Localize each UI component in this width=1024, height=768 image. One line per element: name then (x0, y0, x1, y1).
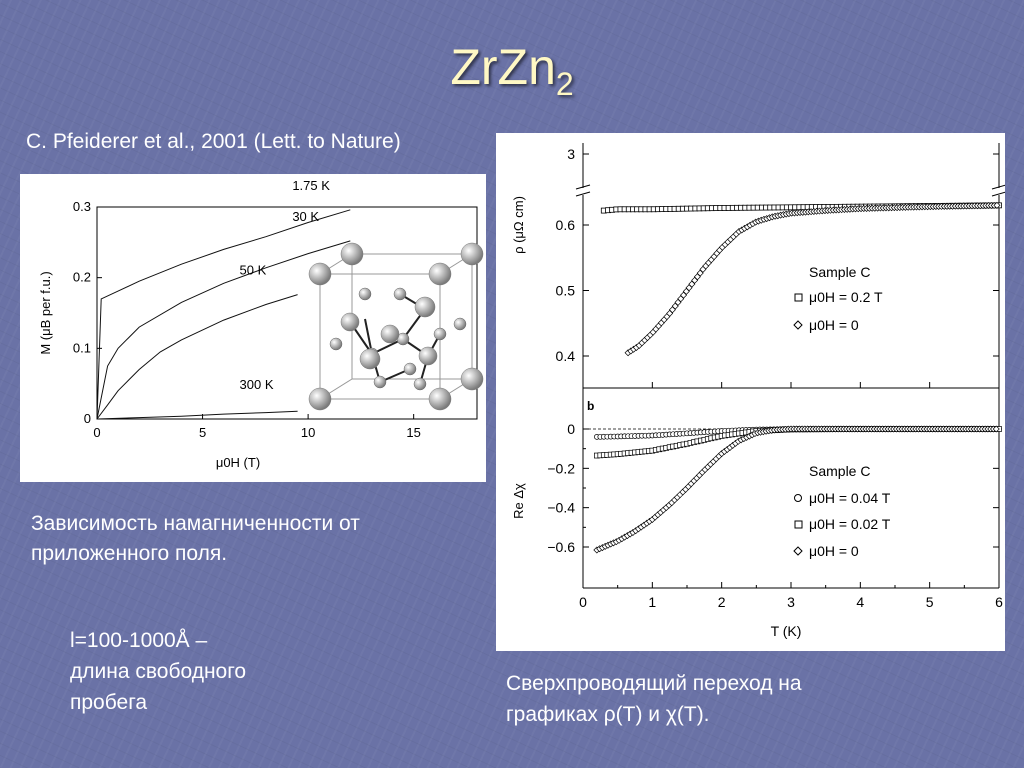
rho-y-tick-label: 0.6 (556, 217, 576, 233)
x-tick-label: 0 (93, 425, 100, 440)
zr-atom (428, 387, 452, 411)
zn-atom (393, 287, 407, 301)
m-xlabel: μ0H (T) (216, 455, 260, 470)
caption-left-line2: приложенного поля. (31, 542, 228, 565)
m-ylabel: M (μB per f.u.) (38, 271, 53, 354)
transition-points (593, 201, 1002, 554)
rho-legend-title: Sample C (809, 264, 870, 280)
magnetization-curve-labels: 1.75 K 30 K 50 K 300 K (240, 178, 331, 392)
square-marker-icon (794, 520, 803, 529)
rho-point-0T (993, 201, 1001, 209)
chi-legend-entry: μ0H = 0.04 T (809, 490, 891, 506)
y-tick-label: 0 (84, 411, 91, 426)
slide-title: ZrZn2 (0, 38, 1024, 103)
transition-chart: 0.4 0.5 0.6 3 0 −0.2 −0.4 −0.6 0 1 2 3 4 5 6 Sample C μ… (511, 143, 1007, 639)
transition-figure: 0.4 0.5 0.6 3 0 −0.2 −0.4 −0.6 0 1 2 3 4 5 6 Sample C μ… (496, 133, 1007, 651)
panel-b-letter: b (587, 399, 594, 413)
chi-ylabel: Re Δχ (511, 483, 526, 519)
chi-x-tick-label: 0 (579, 594, 587, 610)
zn-atom (413, 377, 427, 391)
chi-x-tick-label: 2 (718, 594, 726, 610)
mfp-line1: l=100-1000Å – (70, 629, 208, 652)
chi-legend-entry: μ0H = 0.02 T (809, 516, 891, 532)
zr-atom (428, 262, 452, 286)
magnetization-curve-3 (96, 410, 298, 420)
zr-atom (380, 324, 400, 344)
x-tick-label: 15 (406, 425, 420, 440)
plot-frame (96, 206, 478, 420)
magnetization-curve-1 (96, 240, 351, 420)
magnetization-curves (96, 209, 351, 420)
caption-right-line1: Сверхпроводящий переход на (506, 672, 802, 695)
diamond-marker-icon (793, 320, 803, 330)
zr-atom (308, 387, 332, 411)
mfp-line3: пробега (70, 691, 148, 714)
zr-atom (308, 262, 332, 286)
zn-atom (329, 337, 343, 351)
caption-left-line1: Зависимость намагниченности от (31, 512, 360, 535)
zr-atom (414, 296, 436, 318)
axis-break (575, 191, 591, 197)
magnetization-ticks: 0 5 10 15 0 0.1 0.2 0.3 (73, 199, 421, 440)
title-subscript: 2 (555, 66, 574, 102)
chi-y-tick-label: −0.6 (547, 539, 575, 555)
rho-y-tick-label: 0.4 (556, 348, 576, 364)
chi-x-tick-label: 4 (856, 594, 864, 610)
rho-y-tick-label: 3 (567, 146, 575, 162)
curve-label: 50 K (240, 263, 267, 278)
chi-x-tick-label: 1 (648, 594, 656, 610)
y-tick-label: 0.2 (73, 270, 91, 285)
zn-atom (433, 327, 447, 341)
chi-point-0T (992, 425, 1000, 433)
square-marker-icon (794, 293, 803, 302)
magnetization-figure: 0 5 10 15 0 0.1 0.2 0.3 1.75 K 30 K 50 K 300 K μ0H… (20, 174, 486, 482)
title-main: ZrZn (450, 39, 556, 95)
zn-atom (373, 375, 387, 389)
rho-ylabel: ρ (μΩ cm) (511, 196, 526, 254)
chi-y-tick-label: −0.4 (547, 500, 575, 516)
zn-atom (403, 362, 417, 376)
chi-legend-entry: μ0H = 0 (809, 543, 859, 559)
y-tick-label: 0.3 (73, 199, 91, 214)
x-tick-label: 10 (301, 425, 315, 440)
chi-x-tick-label: 5 (926, 594, 934, 610)
crystal-structure-illustration (308, 242, 484, 411)
magnetization-curve-0 (96, 209, 351, 420)
curve-label: 1.75 K (292, 178, 330, 193)
y-tick-label: 0.1 (73, 340, 91, 355)
citation: C. Pfeiderer et al., 2001 (Lett. to Natu… (26, 130, 401, 153)
chi-y-tick-label: −0.2 (547, 460, 575, 476)
transition-legends: Sample C μ0H = 0.2 T μ0H = 0 Sample C μ0H = … (793, 264, 891, 559)
chi-legend-title: Sample C (809, 463, 870, 479)
magnetization-curve-2 (96, 294, 298, 420)
zr-atom (418, 346, 438, 366)
zn-atom (453, 317, 467, 331)
curve-label: 30 K (292, 209, 319, 224)
zr-atom (460, 242, 484, 266)
r-xlabel: T (K) (771, 623, 802, 639)
axis-break (991, 191, 1007, 197)
magnetization-chart: 0 5 10 15 0 0.1 0.2 0.3 1.75 K 30 K 50 K 300 K μ0H… (38, 178, 484, 470)
caption-right-line2: графиках ρ(T) и χ(T). (506, 703, 710, 726)
rho-legend-entry: μ0H = 0.2 T (809, 289, 883, 305)
zn-atom (358, 287, 372, 301)
mfp-line2: длина свободного (70, 660, 247, 683)
zr-atom (340, 242, 364, 266)
chi-x-tick-label: 3 (787, 594, 795, 610)
axis-break (575, 184, 591, 190)
chi-x-tick-label: 6 (995, 594, 1003, 610)
diamond-marker-icon (793, 546, 803, 556)
zr-atom (359, 348, 381, 370)
axis-break (991, 184, 1007, 190)
chi-y-tick-label: 0 (567, 421, 575, 437)
rho-legend-entry: μ0H = 0 (809, 317, 859, 333)
curve-label: 300 K (240, 377, 274, 392)
rho-y-tick-label: 0.5 (556, 283, 576, 299)
zr-atom (460, 367, 484, 391)
x-tick-label: 5 (199, 425, 206, 440)
circle-marker-icon (794, 494, 802, 502)
zr-atom (340, 312, 360, 332)
